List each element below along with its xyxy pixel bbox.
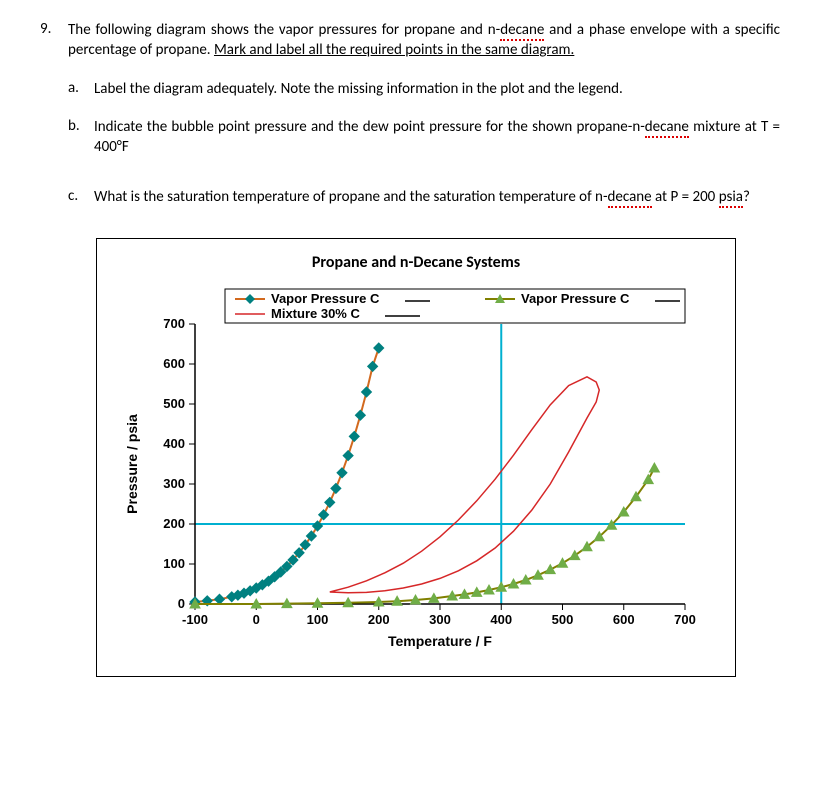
sub-b-pre: Indicate the bubble point pressure and t… [94, 118, 645, 136]
qt-underline: Mark and label all the required points i… [214, 41, 574, 59]
svg-text:500: 500 [163, 396, 185, 411]
sub-b-decane: decane [645, 118, 689, 138]
chart-title: Propane and n-Decane Systems [115, 253, 717, 272]
svg-text:Vapor Pressure C: Vapor Pressure C [271, 291, 380, 306]
svg-text:700: 700 [674, 612, 696, 627]
sub-b-letter: b. [68, 117, 94, 158]
sub-a-text: Label the diagram adequately. Note the m… [94, 79, 780, 99]
svg-text:Temperature / F: Temperature / F [388, 633, 492, 649]
sub-a-letter: a. [68, 79, 94, 99]
svg-text:-100: -100 [182, 612, 208, 627]
svg-text:600: 600 [613, 612, 635, 627]
chart-container: Propane and n-Decane Systems -1000100200… [96, 238, 736, 677]
qt-decane: decane [500, 21, 544, 41]
svg-text:0: 0 [253, 612, 260, 627]
svg-text:Vapor Pressure C: Vapor Pressure C [521, 291, 630, 306]
question-number: 9. [40, 20, 68, 61]
sub-c-post: at P = 200 [652, 188, 719, 206]
svg-text:200: 200 [368, 612, 390, 627]
svg-text:300: 300 [429, 612, 451, 627]
svg-text:200: 200 [163, 516, 185, 531]
qt-1: The following diagram shows the vapor pr… [68, 21, 500, 39]
question-text: The following diagram shows the vapor pr… [68, 20, 780, 61]
svg-text:600: 600 [163, 356, 185, 371]
sub-c-q: ? [743, 188, 750, 206]
svg-text:100: 100 [163, 556, 185, 571]
svg-text:700: 700 [163, 316, 185, 331]
svg-text:400: 400 [163, 436, 185, 451]
svg-text:400: 400 [490, 612, 512, 627]
svg-text:Pressure / psia: Pressure / psia [124, 413, 140, 513]
sub-c-pre: What is the saturation temperature of pr… [94, 188, 608, 206]
svg-text:500: 500 [552, 612, 574, 627]
chart-svg: -100010020030040050060070001002003004005… [115, 282, 715, 652]
sub-c-decane: decane [608, 188, 652, 208]
sub-c-letter: c. [68, 187, 94, 207]
sub-b-text: Indicate the bubble point pressure and t… [94, 117, 780, 158]
sub-c-psia: psia [719, 188, 743, 208]
svg-text:100: 100 [307, 612, 329, 627]
sub-c-text: What is the saturation temperature of pr… [94, 187, 780, 207]
svg-text:0: 0 [178, 596, 185, 611]
svg-text:Mixture 30% C: Mixture 30% C [271, 306, 360, 321]
svg-text:300: 300 [163, 476, 185, 491]
